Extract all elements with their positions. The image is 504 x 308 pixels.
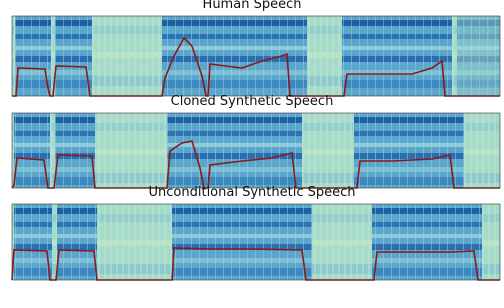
panel-1: Human Speech <box>11 0 501 97</box>
panel-2: Cloned Synthetic Speech <box>11 94 501 189</box>
panel-title: Cloned Synthetic Speech <box>171 94 334 109</box>
panel-title: Unconditional Synthetic Speech <box>149 185 356 200</box>
panel-title: Human Speech <box>203 0 302 12</box>
panel-3: Unconditional Synthetic Speech <box>11 185 501 281</box>
